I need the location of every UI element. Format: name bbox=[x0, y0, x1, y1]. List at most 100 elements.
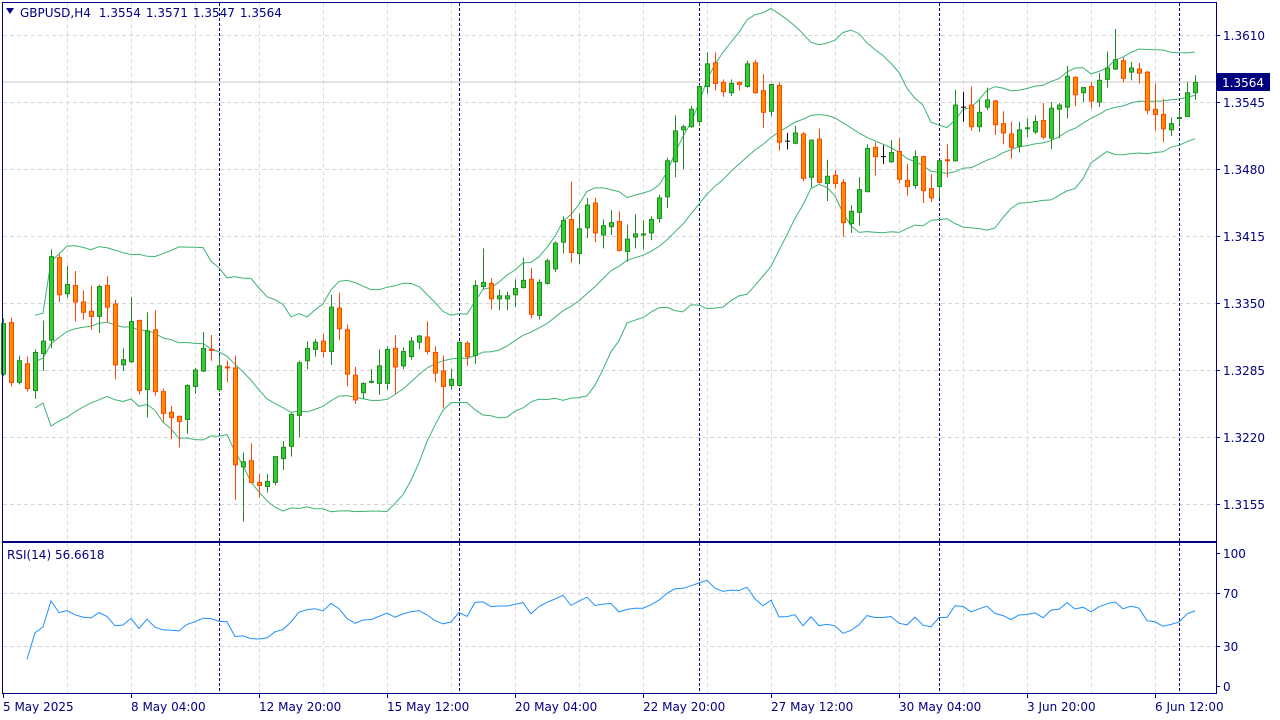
candle-body bbox=[505, 295, 510, 300]
main-panel-frame bbox=[2, 2, 1217, 542]
candle-body bbox=[345, 329, 350, 375]
candle-body bbox=[1033, 121, 1038, 133]
candle-body bbox=[25, 363, 30, 390]
candle-bearish bbox=[441, 355, 446, 409]
candle-bearish bbox=[345, 324, 350, 387]
candle-bullish bbox=[657, 194, 662, 223]
candle-bearish bbox=[617, 211, 622, 252]
candle-body bbox=[97, 286, 102, 317]
candle-body bbox=[1065, 75, 1070, 108]
time-axis[interactable]: 5 May 2025 8 May 04:00 12 May 20:00 15 May … bbox=[3, 694, 1224, 714]
price-tick-label: 1.3220 bbox=[1223, 431, 1265, 445]
candle-body bbox=[713, 62, 718, 84]
candle-body bbox=[249, 460, 254, 483]
candle-bullish bbox=[769, 83, 774, 117]
candle-body bbox=[337, 307, 342, 330]
candle-bearish bbox=[841, 179, 846, 238]
candle-body bbox=[857, 189, 862, 213]
candle-bearish bbox=[897, 138, 902, 184]
candle-body bbox=[1105, 67, 1110, 80]
candle-body bbox=[729, 82, 734, 94]
candle-bearish bbox=[169, 406, 174, 440]
candle-bearish bbox=[465, 341, 470, 366]
candle-body bbox=[849, 210, 854, 225]
candle-bullish bbox=[329, 294, 334, 365]
candle-body bbox=[81, 301, 86, 313]
candle-body bbox=[985, 99, 990, 108]
candle-body bbox=[1145, 71, 1150, 111]
candle-bullish bbox=[849, 205, 854, 233]
time-tick-label: 12 May 20:00 bbox=[259, 700, 341, 714]
candle-body bbox=[1137, 68, 1142, 74]
candles bbox=[1, 28, 1198, 522]
candle-body bbox=[465, 342, 470, 358]
candle-bullish bbox=[17, 355, 22, 385]
candle-bullish bbox=[305, 341, 310, 369]
candle-bullish bbox=[1129, 61, 1134, 81]
candle-bearish bbox=[969, 86, 974, 131]
candle-bearish bbox=[425, 321, 430, 355]
triangle-down-icon[interactable] bbox=[6, 8, 14, 14]
candle-bearish bbox=[353, 366, 358, 405]
candle-bearish bbox=[817, 128, 822, 184]
bollinger-lower bbox=[34, 138, 1196, 513]
rsi-tick-label: 100 bbox=[1223, 547, 1246, 561]
candle-bullish bbox=[377, 349, 382, 395]
candle-body bbox=[257, 481, 262, 486]
candle-body bbox=[1, 323, 6, 375]
candle-bullish bbox=[697, 84, 702, 126]
candle-body bbox=[393, 347, 398, 368]
candle-body bbox=[105, 284, 110, 308]
candle-body bbox=[225, 366, 230, 369]
candle-body bbox=[633, 233, 638, 238]
candle-body bbox=[617, 221, 622, 251]
candle-bullish bbox=[673, 115, 678, 178]
candle-body bbox=[425, 336, 430, 352]
candle-body bbox=[889, 152, 894, 163]
candle-body bbox=[641, 233, 646, 236]
grid bbox=[3, 3, 1216, 693]
candle-body bbox=[929, 188, 934, 199]
candle-body bbox=[873, 146, 878, 158]
candle-body bbox=[697, 86, 702, 123]
candle-bullish bbox=[1057, 103, 1062, 139]
candle-bullish bbox=[553, 241, 558, 273]
price-tick-label: 1.3350 bbox=[1223, 297, 1265, 311]
candle-body bbox=[809, 139, 814, 178]
candle-body bbox=[305, 347, 310, 362]
candle-body bbox=[1001, 123, 1006, 134]
time-tick-label: 3 Jun 20:00 bbox=[1027, 700, 1096, 714]
candle-bullish bbox=[1049, 102, 1054, 150]
candle-body bbox=[33, 351, 38, 392]
candle-bearish bbox=[1161, 98, 1166, 143]
candle-bearish bbox=[233, 355, 238, 500]
ohlc-close: 1.3564 bbox=[240, 6, 282, 20]
candle-bearish bbox=[905, 163, 910, 196]
candle-bullish bbox=[793, 125, 798, 145]
bollinger-middle bbox=[34, 94, 1196, 413]
candle-body bbox=[73, 284, 78, 303]
candle-bullish bbox=[865, 144, 870, 193]
rsi-series bbox=[26, 579, 1196, 660]
candle-body bbox=[65, 283, 70, 295]
candle-body bbox=[953, 104, 958, 162]
candle-bullish bbox=[313, 339, 318, 357]
candle-bullish bbox=[729, 79, 734, 96]
ohlc-low: 1.3547 bbox=[193, 6, 235, 20]
candle-body bbox=[129, 321, 134, 363]
candle-bullish bbox=[857, 177, 862, 226]
candle-body bbox=[553, 242, 558, 270]
candle-body bbox=[209, 348, 214, 351]
candle-bullish bbox=[449, 368, 454, 390]
candle-body bbox=[177, 415, 182, 423]
candle-body bbox=[801, 133, 806, 179]
candle-body bbox=[401, 350, 406, 367]
candle-bullish bbox=[953, 89, 958, 162]
candle-bullish bbox=[633, 214, 638, 249]
candle-body bbox=[761, 90, 766, 113]
price-axis[interactable]: 1.3610 1.3545 1.3480 1.3415 1.3350 1.3285 1.32… bbox=[1216, 29, 1265, 512]
candle-bullish bbox=[201, 331, 206, 373]
current-price-tag bbox=[1217, 73, 1270, 91]
candle-body bbox=[49, 256, 54, 341]
